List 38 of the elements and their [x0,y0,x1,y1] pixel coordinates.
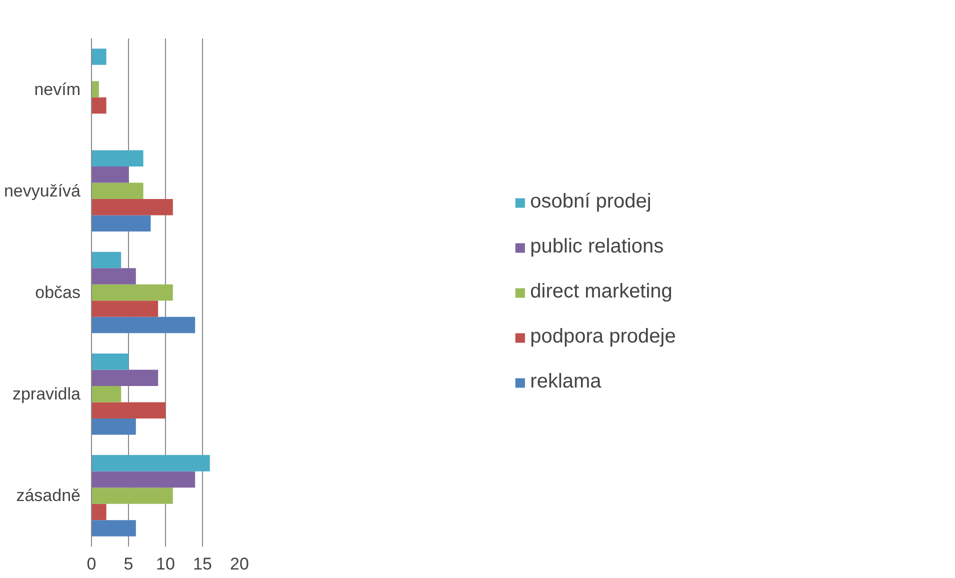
bar [92,268,136,284]
bar [92,182,144,200]
bar [92,199,173,216]
legend-label: direct marketing [530,280,672,304]
x-tick-label: 15 [193,554,212,574]
bar [92,300,158,317]
bar [92,455,210,472]
legend-label: osobní prodej [530,190,652,214]
bar [92,520,136,536]
bar [92,284,173,301]
x-tick-label: 10 [156,554,175,574]
bar [92,471,196,488]
bar [92,353,128,370]
legend-label: podpora prodeje [530,326,676,348]
bar [92,504,106,520]
bar [92,215,151,232]
x-tick-label: 5 [124,554,134,574]
legend-label: public relations [530,236,664,258]
y-tick-label: občas [35,283,81,302]
bar [92,48,106,65]
bar [92,97,106,114]
y-tick-label: zpravidla [12,384,82,404]
bar [92,150,144,167]
y-tick-label: nevyužívá [4,181,82,200]
y-tick-label: nevím [34,80,81,99]
x-tick-label: 20 [230,554,249,574]
bar [92,386,122,402]
legend-label: reklama [530,370,602,394]
bar [92,316,196,334]
bar [92,418,136,435]
bar [92,252,122,268]
bar [92,81,99,98]
y-tick-label: zásadně [16,486,81,506]
bar [92,370,158,386]
bar [92,402,166,418]
bar [92,166,128,183]
x-tick-label: 0 [86,554,96,574]
bar [92,488,173,504]
